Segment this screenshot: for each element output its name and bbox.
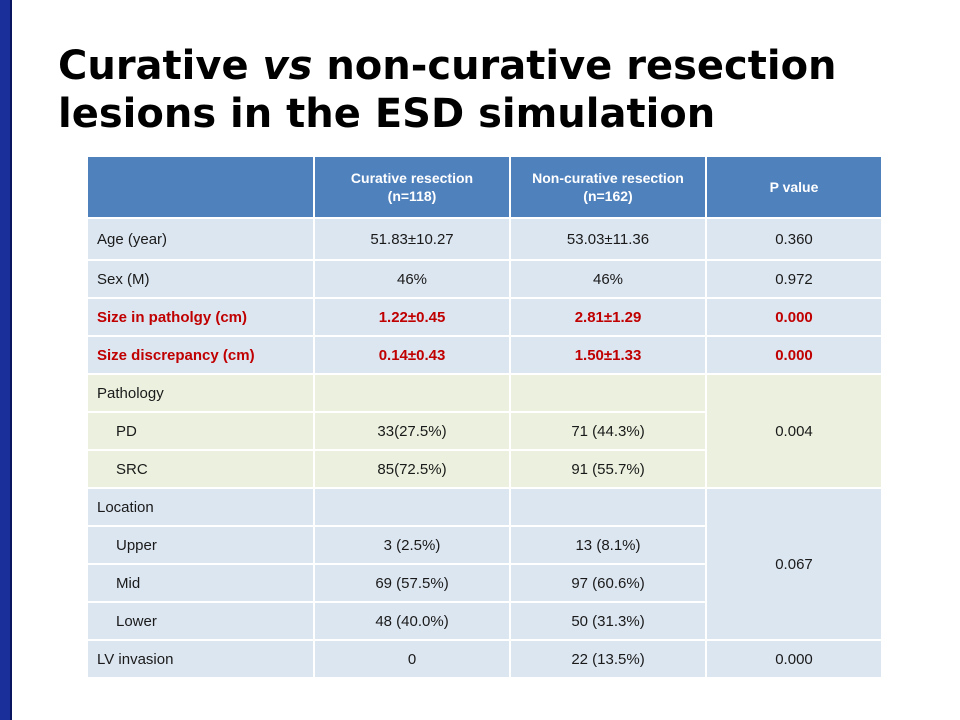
p-value: 0.000 xyxy=(705,335,883,375)
table-row-src: SRC 85(72.5%) 91 (55.7%) xyxy=(86,449,882,489)
slide-left-accent-bar xyxy=(0,0,12,720)
noncurative-value: 22 (13.5%) xyxy=(509,639,707,679)
row-label: Size discrepancy (cm) xyxy=(86,335,315,375)
curative-value: 3 (2.5%) xyxy=(313,525,511,565)
table-row-location: Location 0.067 xyxy=(86,487,883,641)
table-row-age: Age (year) 51.83±10.27 53.03±11.36 0.360 xyxy=(86,217,883,261)
row-label: LV invasion xyxy=(86,639,315,679)
curative-value: 85(72.5%) xyxy=(313,449,511,489)
noncurative-value: 46% xyxy=(509,259,707,299)
slide-left-accent-bar-edge xyxy=(10,0,12,720)
p-value: 0.360 xyxy=(705,217,883,261)
table-row-sex: Sex (M) 46% 46% 0.972 xyxy=(86,259,883,299)
table-row-mid: Mid 69 (57.5%) 97 (60.6%) xyxy=(86,563,882,603)
noncurative-value: 1.50±1.33 xyxy=(509,335,707,375)
noncurative-value: 2.81±1.29 xyxy=(509,297,707,337)
p-value: 0.067 xyxy=(705,487,883,641)
curative-value: 0 xyxy=(313,639,511,679)
table-row-upper: Upper 3 (2.5%) 13 (8.1%) xyxy=(86,525,882,565)
row-label: Location xyxy=(86,487,315,527)
header-noncurative: Non-curative resection (n=162) xyxy=(509,155,707,219)
noncurative-value: 53.03±11.36 xyxy=(509,217,707,261)
header-curative-line2: (n=118) xyxy=(387,188,437,204)
table-row-size-pathology: Size in patholgy (cm) 1.22±0.45 2.81±1.2… xyxy=(86,297,883,337)
curative-value: 69 (57.5%) xyxy=(313,563,511,603)
curative-value: 33(27.5%) xyxy=(313,411,511,451)
row-label: Mid xyxy=(86,563,315,603)
curative-value-empty xyxy=(313,487,511,527)
curative-value: 46% xyxy=(313,259,511,299)
noncurative-value: 97 (60.6%) xyxy=(509,563,707,603)
title-part-2: non-curative resection lesions in the ES… xyxy=(58,43,837,137)
slide-title: Curative vs non-curative resection lesio… xyxy=(58,42,918,138)
p-value: 0.000 xyxy=(705,639,883,679)
noncurative-value-empty xyxy=(509,373,707,413)
table-row-pd: PD 33(27.5%) 71 (44.3%) xyxy=(86,411,882,451)
title-part-1: Curative xyxy=(58,43,263,89)
p-value: 0.000 xyxy=(705,297,883,337)
curative-value: 48 (40.0%) xyxy=(313,601,511,641)
noncurative-value: 91 (55.7%) xyxy=(509,449,707,489)
table-row-lower: Lower 48 (40.0%) 50 (31.3%) xyxy=(86,601,882,641)
row-label: SRC xyxy=(86,449,315,489)
header-curative: Curative resection (n=118) xyxy=(313,155,511,219)
title-italic-vs: vs xyxy=(262,43,313,89)
header-noncurative-line1: Non-curative resection xyxy=(532,170,684,186)
row-label: PD xyxy=(86,411,315,451)
curative-value-empty xyxy=(313,373,511,413)
table-row-size-discrepancy: Size discrepancy (cm) 0.14±0.43 1.50±1.3… xyxy=(86,335,883,375)
header-noncurative-line2: (n=162) xyxy=(583,188,633,204)
row-label: Upper xyxy=(86,525,315,565)
curative-value: 51.83±10.27 xyxy=(313,217,511,261)
header-empty-cell xyxy=(86,155,315,219)
noncurative-value-empty xyxy=(509,487,707,527)
curative-value: 0.14±0.43 xyxy=(313,335,511,375)
table-header-row: Curative resection (n=118) Non-curative r… xyxy=(86,155,883,219)
header-curative-line1: Curative resection xyxy=(350,170,474,186)
noncurative-value: 13 (8.1%) xyxy=(509,525,707,565)
curative-value: 1.22±0.45 xyxy=(313,297,511,337)
p-value: 0.004 xyxy=(705,373,883,489)
row-label: Sex (M) xyxy=(86,259,315,299)
row-label: Size in patholgy (cm) xyxy=(86,297,315,337)
table-row-pathology: Pathology 0.004 xyxy=(86,373,883,489)
row-label: Pathology xyxy=(86,373,315,413)
row-label: Age (year) xyxy=(86,217,315,261)
comparison-table: Curative resection (n=118) Non-curative r… xyxy=(86,155,883,679)
noncurative-value: 71 (44.3%) xyxy=(509,411,707,451)
row-label: Lower xyxy=(86,601,315,641)
table-row-lv-invasion: LV invasion 0 22 (13.5%) 0.000 xyxy=(86,639,883,679)
p-value: 0.972 xyxy=(705,259,883,299)
header-p-value: P value xyxy=(705,155,883,219)
noncurative-value: 50 (31.3%) xyxy=(509,601,707,641)
